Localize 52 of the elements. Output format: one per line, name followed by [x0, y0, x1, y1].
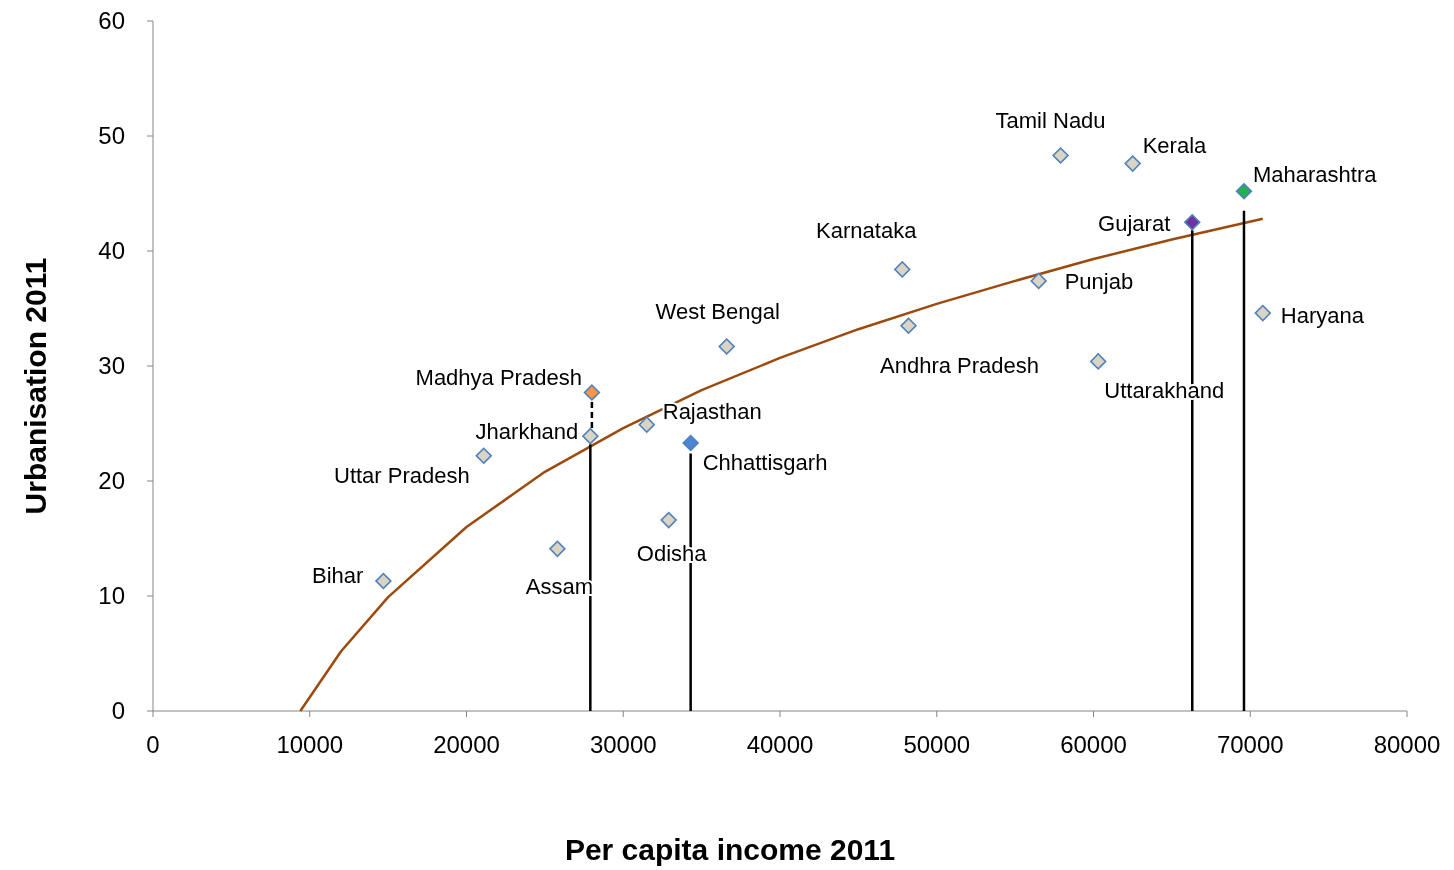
x-tick-label: 70000 [1216, 731, 1284, 758]
annotation: Haryana [1280, 302, 1365, 328]
y-tick-label: 10 [98, 582, 125, 610]
annotation: Bihar [312, 562, 364, 588]
x-tick-label: 80000 [1373, 731, 1441, 758]
annotation: Chhattisgarh [702, 449, 828, 475]
x-tick-label: 50000 [903, 731, 971, 758]
point [1124, 155, 1141, 172]
annotation: Uttar Pradesh [334, 463, 470, 489]
point [638, 416, 655, 433]
point [583, 384, 601, 401]
x-tick-label: 30000 [589, 731, 657, 758]
point [894, 261, 911, 278]
y-axis-title: Urbanisation 2011 [19, 257, 52, 515]
point [1184, 214, 1201, 231]
x-tick-label: 40000 [746, 731, 814, 758]
annotation: Jharkhand [475, 418, 579, 444]
x-tick-label: 0 [146, 731, 160, 758]
annotation: Kerala [1142, 133, 1208, 159]
annotation: Punjab [1064, 268, 1134, 294]
annotation: Rajasthan [662, 399, 762, 425]
point [582, 427, 599, 445]
annotation: Andhra Pradesh [880, 353, 1040, 379]
y-tick-label: 60 [98, 7, 125, 35]
y-tick-label: 20 [98, 467, 125, 495]
point [549, 540, 566, 558]
point [1254, 304, 1272, 322]
y-tick-label: 50 [98, 122, 125, 150]
x-tick-label: 10000 [276, 731, 344, 758]
y-tick-label: 40 [98, 237, 125, 265]
annotation: Karnataka [816, 218, 918, 244]
y-tick-label: 30 [98, 352, 125, 380]
point [682, 434, 699, 452]
annotation: Madhya Pradesh [415, 365, 582, 391]
point [1030, 272, 1047, 290]
annotation: Gujarat [1098, 210, 1171, 236]
point [1052, 147, 1069, 164]
y-tick-label: 0 [111, 697, 125, 725]
annotation: West Bengal [655, 299, 780, 325]
point [1235, 182, 1253, 200]
point [1089, 353, 1107, 370]
point [718, 338, 735, 355]
annotation: Maharashtra [1252, 161, 1378, 187]
point [475, 447, 492, 464]
x-axis-title: Per capita income 2011 [564, 833, 896, 866]
point [375, 572, 392, 590]
line-series [299, 217, 1265, 713]
annotation: Tamil Nadu [995, 108, 1106, 134]
point [900, 317, 917, 334]
x-tick-label: 60000 [1060, 731, 1127, 758]
x-tick-label: 20000 [433, 731, 500, 758]
point [660, 511, 677, 529]
